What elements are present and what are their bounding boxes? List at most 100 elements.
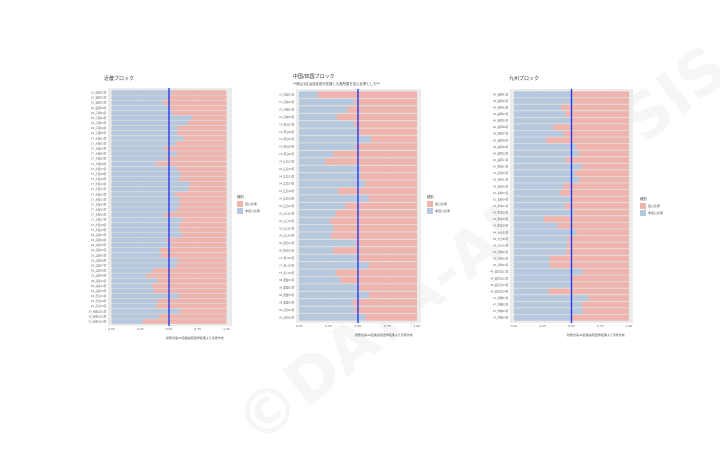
bar-jiko [156, 161, 227, 167]
y-tick-label: 32_島根02区 [279, 115, 295, 119]
bar-hijiko [111, 283, 152, 289]
bar-hijiko [298, 202, 346, 210]
bar-hijiko [111, 308, 181, 314]
bar-jiko [172, 110, 227, 116]
bar-hijiko [298, 217, 330, 225]
bar-jiko [153, 288, 227, 294]
y-tick-label: 28_兵庫07区 [91, 264, 107, 268]
y-tick-label: 40_福岡01区 [493, 92, 509, 96]
bar-jiko [158, 314, 227, 319]
y-tick-label: 33_岡山03区 [279, 137, 295, 141]
y-tick-label: 35_山口03区 [279, 226, 295, 230]
y-tick-label: 32_島根01区 [279, 108, 295, 112]
panel-2: 0.00 0.25 0.50 0.75 1.00 31_鳥取01区 31_鳥取02区 32_島… [279, 89, 421, 328]
x-tick-label: 0.50 [166, 327, 173, 331]
y-tick-label: 45_宮崎02区 [493, 257, 509, 261]
y-tick-label: 43_熊本02区 [493, 211, 509, 215]
y-tick-label: 40_福岡09区 [493, 145, 509, 149]
y-tick-label: 36_徳島02区 [279, 249, 295, 253]
bar-hijiko [513, 209, 574, 216]
bar-jiko [368, 291, 418, 299]
bar-jiko [176, 125, 227, 131]
legend: 種別 自公比率 非自公比率 [427, 194, 450, 215]
bar-hijiko [111, 171, 181, 177]
bar-jiko [183, 135, 227, 141]
bar-hijiko [513, 189, 561, 196]
y-tick-label: 36_徳島01区 [279, 241, 295, 245]
bar-jiko [160, 252, 227, 258]
legend-item: 自公比率 [237, 201, 260, 207]
bar-hijiko [111, 268, 154, 273]
legend-swatch [640, 210, 646, 216]
x-tick-label: 0.75 [384, 324, 391, 328]
bar-hijiko [513, 275, 571, 282]
bar-hijiko [298, 106, 348, 113]
bar-jiko [357, 254, 418, 262]
bar-hijiko [111, 156, 167, 162]
bar-jiko [176, 166, 227, 172]
bar-jiko [571, 281, 630, 288]
bar-hijiko [298, 224, 334, 232]
bar-hijiko [111, 298, 158, 304]
bar-hijiko [298, 158, 326, 165]
y-tick-label: 28_兵庫08区 [91, 269, 107, 273]
x-tick-label: 0.50 [568, 324, 575, 328]
bar-jiko [329, 217, 418, 225]
y-tick-label: 28_兵庫05区 [91, 253, 107, 257]
bar-hijiko [111, 212, 165, 217]
x-tick-label: 0.00 [296, 324, 303, 328]
y-tick-label: 27_大阪01区 [91, 136, 107, 140]
y-tick-label: 25_滋賀01区 [91, 91, 107, 95]
bar-hijiko [513, 97, 574, 104]
y-tick-label: 33_岡山01区 [279, 122, 295, 126]
bar-jiko [566, 242, 630, 249]
bar-hijiko [298, 91, 318, 99]
bar-hijiko [298, 128, 357, 136]
bar-jiko [355, 143, 418, 151]
bar-hijiko [111, 319, 143, 324]
y-tick-label: 27_大阪10区 [91, 182, 107, 186]
bar-jiko [178, 258, 227, 263]
y-tick-label: 25_滋賀03区 [91, 101, 107, 105]
bar-hijiko [111, 258, 179, 263]
y-tick-label: 27_大阪16区 [91, 213, 107, 217]
bar-hijiko [298, 180, 366, 188]
bar-hijiko [513, 137, 547, 144]
y-tick-label: 43_熊本04区 [493, 224, 509, 228]
y-tick-label: 46_鹿児島02区 [490, 276, 509, 280]
bar-jiko [360, 172, 418, 180]
bar-jiko [582, 308, 630, 315]
y-tick-label: 47_沖縄02区 [493, 303, 509, 307]
legend-label: 自公比率 [245, 202, 258, 206]
y-tick-label: 34_広島06区 [279, 197, 295, 201]
bar-jiko [356, 128, 418, 136]
panel-subtitle: **岡山3区は自民党が支援した無所属を自公比率とした** [293, 82, 380, 86]
bar-hijiko [298, 269, 336, 277]
y-tick-label: 27_大阪02区 [91, 141, 107, 145]
legend-item: 非自公比率 [237, 208, 260, 214]
bar-hijiko [298, 98, 355, 106]
y-tick-label: 42_長崎03区 [493, 191, 509, 195]
bar-hijiko [111, 135, 185, 141]
y-tick-label: 31_鳥取02区 [279, 100, 295, 104]
bar-hijiko [513, 104, 562, 111]
bar-jiko [337, 187, 418, 195]
bar-jiko [330, 232, 418, 240]
bar-jiko [559, 189, 630, 196]
bar-jiko [181, 232, 227, 238]
bar-jiko [570, 275, 630, 282]
bar-hijiko [111, 120, 188, 126]
y-tick-label: 28_兵庫02区 [91, 238, 107, 242]
bar-hijiko [298, 150, 334, 158]
bar-jiko [164, 212, 227, 217]
y-tick-label: 26_京都02区 [91, 116, 107, 120]
legend-swatch [427, 201, 433, 207]
caption: 総務省第49回衆議院選挙結果より筆者作成 [355, 333, 413, 337]
y-tick-label: 41_佐賀02区 [493, 171, 509, 175]
bar-jiko [191, 115, 227, 121]
y-tick-label: 34_広島04区 [279, 182, 295, 186]
bar-hijiko [513, 91, 572, 98]
bar-jiko [176, 130, 227, 136]
bar-hijiko [513, 255, 550, 262]
y-tick-label: 44_大分01区 [493, 230, 509, 234]
